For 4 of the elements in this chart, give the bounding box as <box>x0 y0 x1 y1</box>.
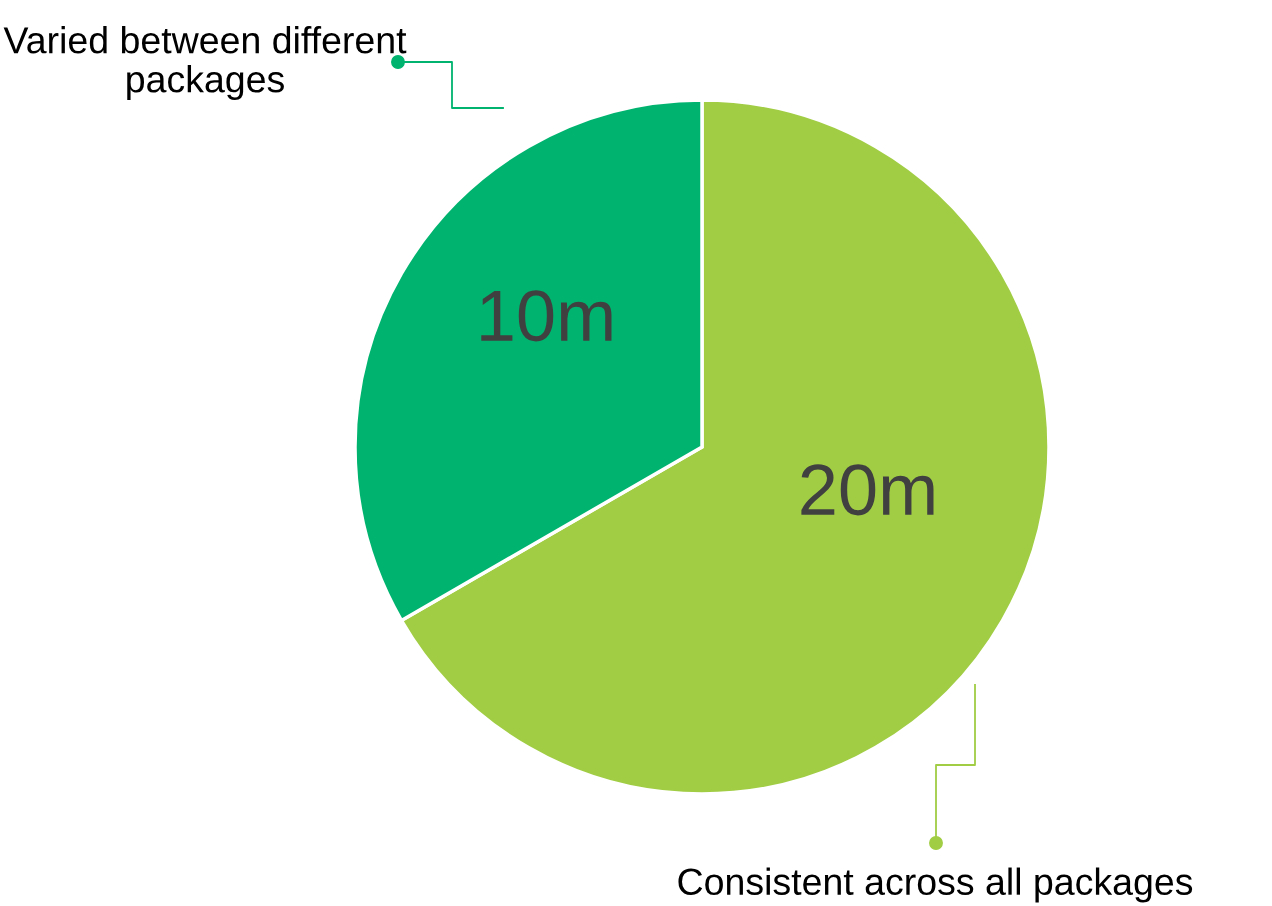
legend-label: Varied between different packages <box>3 26 407 100</box>
slice-label: Consistent across all packages <box>678 867 1193 903</box>
data-label: 20m <box>801 464 934 516</box>
data-label: 10m <box>481 290 612 342</box>
